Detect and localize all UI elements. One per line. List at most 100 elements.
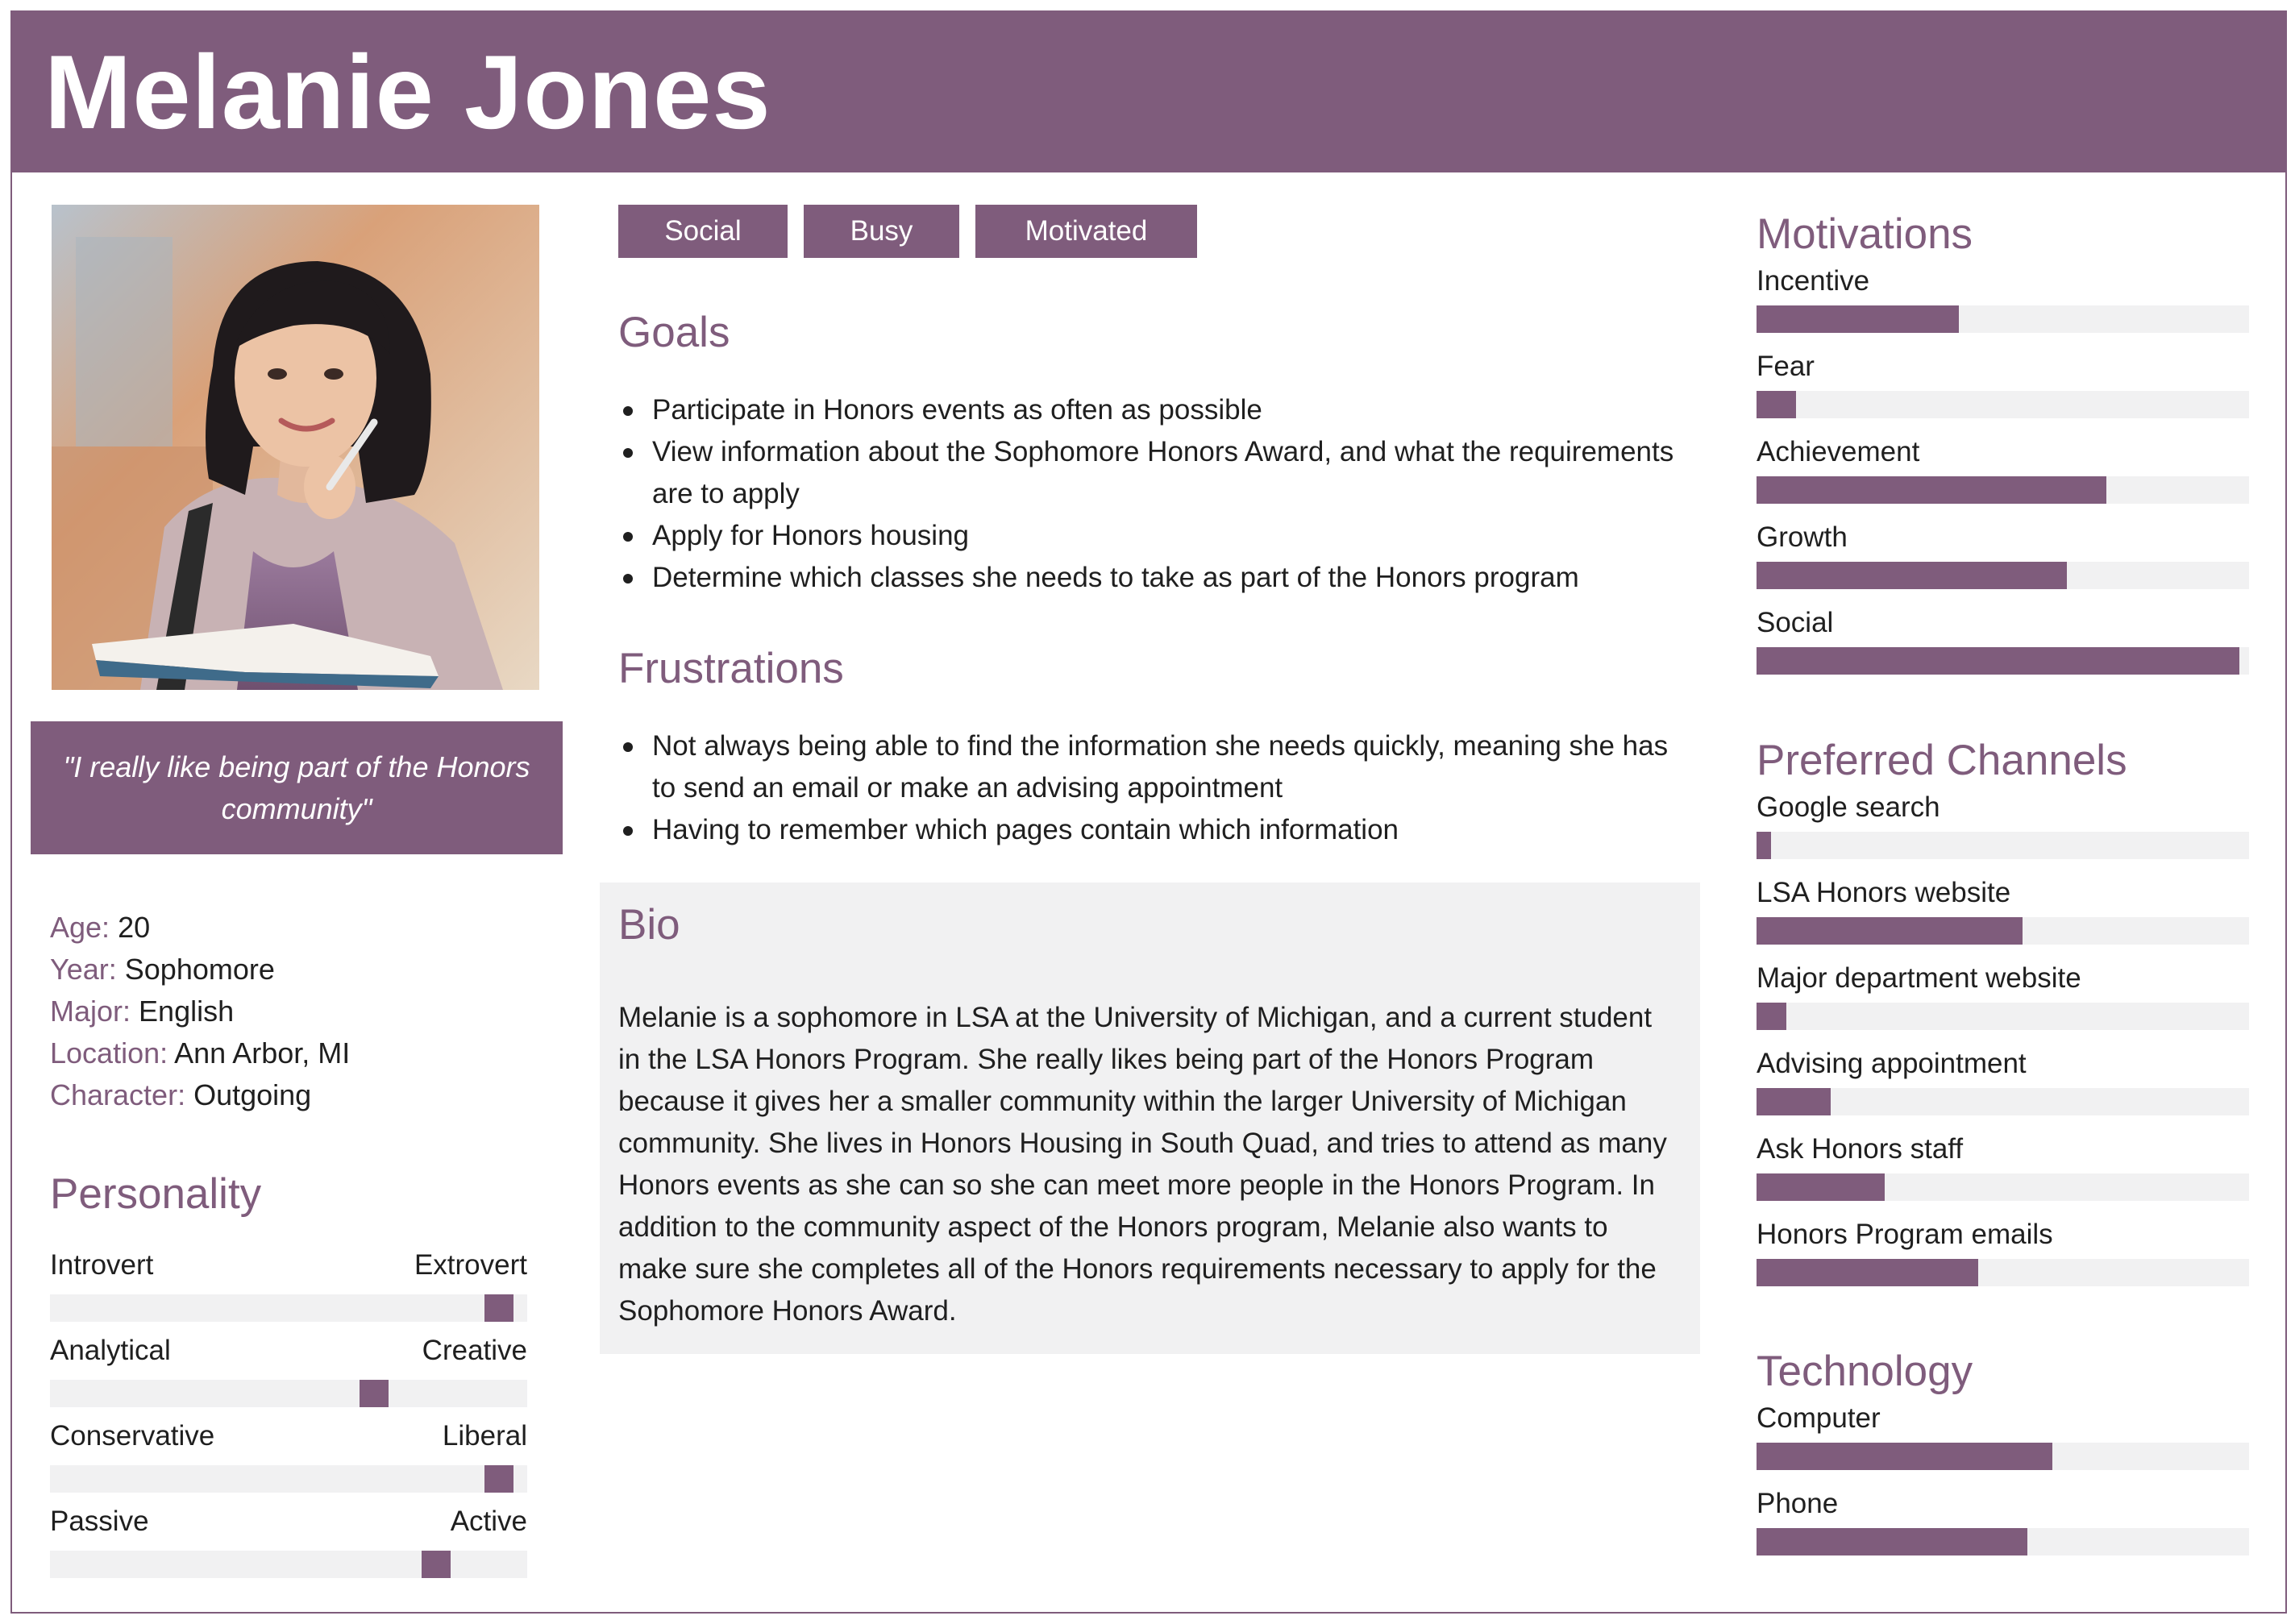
- bar-fill: [1757, 1528, 2028, 1555]
- channel-bar-lsa-honors-website: LSA Honors website: [1757, 874, 2249, 959]
- bar-fill: [1757, 832, 1772, 859]
- slider-marker: [484, 1294, 514, 1322]
- profile-label: Character:: [50, 1078, 186, 1111]
- bar-label: Honors Program emails: [1757, 1219, 2053, 1250]
- profile-value: English: [139, 995, 235, 1028]
- frustrations-heading: Frustrations: [618, 645, 844, 692]
- list-item: Apply for Honors housing: [618, 515, 1690, 557]
- bar-label: Fear: [1757, 351, 1815, 382]
- bar-label: Ask Honors staff: [1757, 1133, 1964, 1165]
- goals-section: Goals Participate in Honors events as of…: [618, 311, 1690, 599]
- profile-value: Sophomore: [124, 953, 275, 986]
- slider-left-label: Conservative: [50, 1420, 215, 1452]
- slider-left-label: Analytical: [50, 1335, 171, 1366]
- personality-slider-conservative-liberal: Conservative Liberal: [50, 1420, 527, 1506]
- bar-label: Growth: [1757, 521, 1848, 553]
- bar-track: [1757, 1173, 2249, 1201]
- bar-fill: [1757, 1443, 2052, 1470]
- motivation-bar-social: Social: [1757, 604, 2249, 689]
- channels-section: Preferred Channels Google search LSA Hon…: [1757, 739, 2249, 1301]
- bar-track: [1757, 305, 2249, 333]
- bar-track: [1757, 1528, 2249, 1555]
- list-item: Determine which classes she needs to tak…: [618, 557, 1690, 599]
- personality-slider-analytical-creative: Analytical Creative: [50, 1335, 527, 1420]
- profile-details: Age: 20 Year: Sophomore Major: English L…: [50, 907, 550, 1116]
- tag-social: Social: [618, 205, 788, 258]
- tag-motivated: Motivated: [975, 205, 1197, 258]
- profile-row-location: Location: Ann Arbor, MI: [50, 1032, 550, 1074]
- bar-fill: [1757, 562, 2067, 589]
- bio-section: Bio Melanie is a sophomore in LSA at the…: [600, 883, 1700, 1354]
- bar-track: [1757, 1259, 2249, 1286]
- bar-label: Incentive: [1757, 265, 1870, 297]
- bar-fill: [1757, 305, 1959, 333]
- profile-label: Year:: [50, 953, 117, 986]
- personality-slider-passive-active: Passive Active: [50, 1506, 527, 1591]
- bar-track: [1757, 1443, 2249, 1470]
- quote-text: "I really like being part of the Honors …: [63, 750, 530, 825]
- persona-name: Melanie Jones: [44, 33, 771, 151]
- motivation-bar-incentive: Incentive: [1757, 262, 2249, 347]
- list-item: Participate in Honors events as often as…: [618, 389, 1690, 431]
- bar-label: Social: [1757, 607, 1834, 638]
- portrait-image: [52, 205, 539, 690]
- bar-track: [1757, 476, 2249, 504]
- channel-bar-major-department-website: Major department website: [1757, 959, 2249, 1045]
- bar-fill: [1757, 1259, 1978, 1286]
- slider-left-label: Passive: [50, 1506, 149, 1537]
- channel-bar-honors-program-emails: Honors Program emails: [1757, 1215, 2249, 1301]
- profile-row-character: Character: Outgoing: [50, 1074, 550, 1116]
- bar-label: Google search: [1757, 791, 1940, 823]
- slider-track: [50, 1294, 527, 1322]
- motivation-bar-achievement: Achievement: [1757, 433, 2249, 518]
- bio-text: Melanie is a sophomore in LSA at the Uni…: [618, 1002, 1667, 1327]
- bar-fill: [1757, 1173, 1885, 1201]
- bar-track: [1757, 832, 2249, 859]
- goals-list: Participate in Honors events as often as…: [618, 389, 1690, 599]
- channel-bar-advising-appointment: Advising appointment: [1757, 1045, 2249, 1130]
- profile-value: Outgoing: [193, 1078, 312, 1111]
- bar-label: Achievement: [1757, 436, 1920, 467]
- slider-track: [50, 1465, 527, 1493]
- profile-row-age: Age: 20: [50, 907, 550, 949]
- profile-label: Location:: [50, 1036, 168, 1070]
- motivations-heading: Motivations: [1757, 210, 1973, 258]
- technology-bar-computer: Computer: [1757, 1399, 2249, 1485]
- motivation-bar-fear: Fear: [1757, 347, 2249, 433]
- profile-label: Age:: [50, 911, 110, 944]
- slider-right-label: Extrovert: [414, 1249, 527, 1281]
- bar-fill: [1757, 476, 2106, 504]
- slider-right-label: Active: [450, 1506, 527, 1537]
- list-item: Having to remember which pages contain w…: [618, 809, 1690, 851]
- channel-bar-google-search: Google search: [1757, 788, 2249, 874]
- profile-value: Ann Arbor, MI: [174, 1036, 351, 1070]
- bar-fill: [1757, 1088, 1831, 1115]
- channels-heading: Preferred Channels: [1757, 737, 2127, 784]
- slider-marker: [359, 1380, 389, 1407]
- frustrations-list: Not always being able to find the inform…: [618, 725, 1690, 851]
- slider-track: [50, 1551, 527, 1578]
- bar-fill: [1757, 647, 2239, 675]
- profile-label: Major:: [50, 995, 131, 1028]
- goals-heading: Goals: [618, 309, 730, 356]
- portrait-photo: [52, 205, 539, 690]
- slider-marker: [422, 1551, 451, 1578]
- frustrations-section: Frustrations Not always being able to fi…: [618, 647, 1690, 851]
- personality-section: Personality Introvert Extrovert Analytica…: [50, 1173, 527, 1591]
- personality-slider-introvert-extrovert: Introvert Extrovert: [50, 1249, 527, 1335]
- profile-value: 20: [118, 911, 151, 944]
- list-item: View information about the Sophomore Hon…: [618, 431, 1690, 515]
- motivation-bar-growth: Growth: [1757, 518, 2249, 604]
- slider-marker: [484, 1465, 514, 1493]
- bar-label: Phone: [1757, 1488, 1839, 1519]
- slider-right-label: Liberal: [442, 1420, 527, 1452]
- slider-left-label: Introvert: [50, 1249, 154, 1281]
- bar-fill: [1757, 391, 1796, 418]
- technology-heading: Technology: [1757, 1348, 1973, 1395]
- bar-track: [1757, 1088, 2249, 1115]
- bar-track: [1757, 917, 2249, 945]
- tag-busy: Busy: [804, 205, 959, 258]
- personality-heading: Personality: [50, 1170, 262, 1218]
- slider-right-label: Creative: [422, 1335, 527, 1366]
- persona-tags: Social Busy Motivated: [618, 205, 1197, 258]
